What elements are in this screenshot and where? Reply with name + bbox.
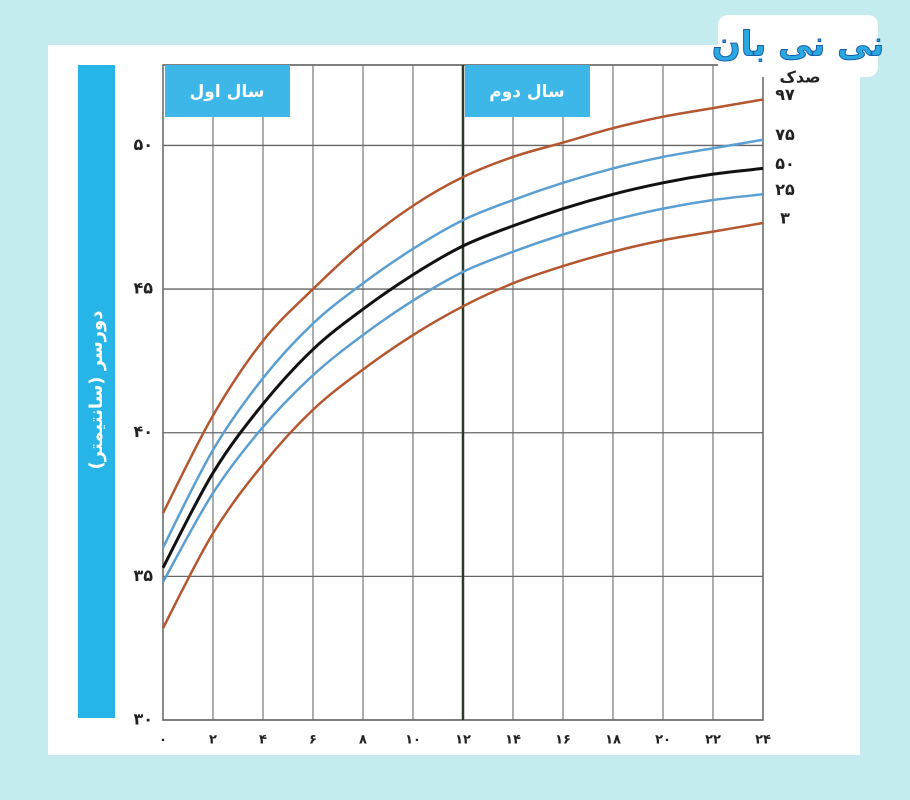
percentile-curve (161, 98, 764, 514)
x-tick-label: ۱۶ (555, 733, 571, 748)
logo: نی نی بان (712, 25, 885, 65)
legend-label: ۷۵ (775, 125, 795, 144)
legend-label: ۹۷ (775, 85, 795, 104)
y-tick-label: ۵۰ (133, 135, 153, 154)
y-axis-title: دورسر (سانتیمتر) (86, 311, 107, 470)
y-tick-label: ۴۵ (133, 279, 153, 298)
y-tick-label: ۳۵ (133, 566, 153, 585)
panel-label: سال دوم (489, 82, 565, 102)
x-tick-label: ۱۸ (605, 733, 621, 748)
legend-label: ۵۰ (775, 154, 795, 173)
panel-label: سال اول (190, 82, 265, 102)
x-tick-label: ۴ (259, 733, 267, 748)
x-tick-label: ۲ (209, 733, 217, 748)
x-tick-label: ۲۰ (655, 733, 671, 748)
x-tick-label: ۲۲ (705, 733, 721, 748)
logo-box (718, 15, 878, 77)
percentile-curve (161, 166, 764, 569)
x-tick-label: ۱۰ (405, 733, 421, 748)
x-tick-label: ۲۴ (755, 733, 771, 748)
legend-title: صدک (779, 68, 820, 87)
legend-label: ۳ (780, 209, 790, 228)
percentile-curve (161, 138, 764, 549)
x-tick-label: ۱۴ (505, 733, 521, 748)
percentile-curve (161, 193, 764, 583)
x-tick-label: ۱۲ (455, 733, 471, 748)
legend-label: ۲۵ (775, 180, 795, 199)
x-tick-label: ۸ (359, 733, 367, 748)
y-tick-label: ۳۰ (133, 710, 153, 729)
percentile-curve (161, 221, 764, 629)
panel-header (165, 65, 290, 117)
y-tick-label: ۴۰ (133, 422, 153, 441)
x-tick-label: ۰ (159, 733, 167, 748)
y-label-bar (78, 65, 115, 718)
x-tick-label: ۶ (309, 733, 317, 748)
panel-header (465, 65, 590, 117)
